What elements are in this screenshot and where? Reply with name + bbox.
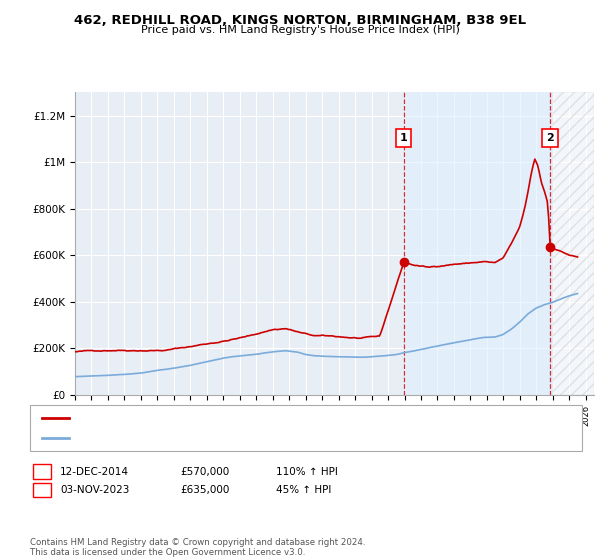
Text: 2: 2 [546,133,554,143]
Text: HPI: Average price, detached house, Birmingham: HPI: Average price, detached house, Birm… [72,434,306,443]
Text: 462, REDHILL ROAD, KINGS NORTON, BIRMINGHAM, B38 9EL (detached house): 462, REDHILL ROAD, KINGS NORTON, BIRMING… [72,414,445,423]
Text: 110% ↑ HPI: 110% ↑ HPI [276,466,338,477]
Bar [404,92,553,395]
Text: 1: 1 [400,133,407,143]
Text: 03-NOV-2023: 03-NOV-2023 [60,485,130,495]
Bar [553,92,594,395]
Text: 12-DEC-2014: 12-DEC-2014 [60,466,129,477]
Text: 462, REDHILL ROAD, KINGS NORTON, BIRMINGHAM, B38 9EL: 462, REDHILL ROAD, KINGS NORTON, BIRMING… [74,14,526,27]
Text: £635,000: £635,000 [180,485,229,495]
Text: £570,000: £570,000 [180,466,229,477]
Text: 45% ↑ HPI: 45% ↑ HPI [276,485,331,495]
Text: Contains HM Land Registry data © Crown copyright and database right 2024.
This d: Contains HM Land Registry data © Crown c… [30,538,365,557]
Text: 1: 1 [38,466,46,477]
Text: Price paid vs. HM Land Registry's House Price Index (HPI): Price paid vs. HM Land Registry's House … [140,25,460,35]
Text: 2: 2 [38,485,46,495]
